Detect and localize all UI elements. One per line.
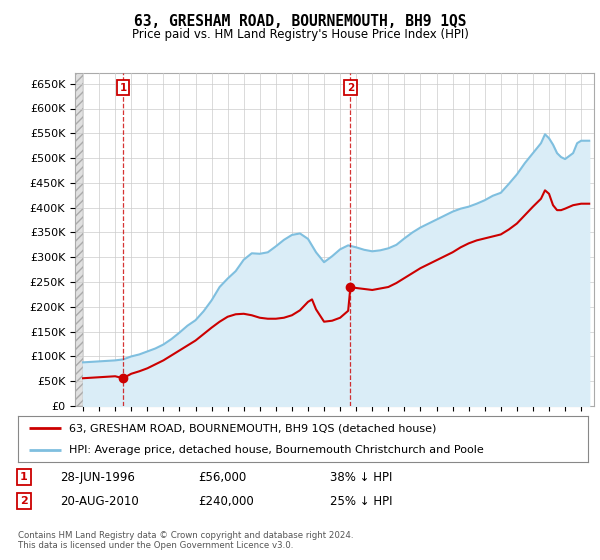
Text: 25% ↓ HPI: 25% ↓ HPI [330, 494, 392, 508]
Bar [75, 73, 83, 406]
Text: £56,000: £56,000 [198, 470, 246, 484]
Text: 63, GRESHAM ROAD, BOURNEMOUTH, BH9 1QS (detached house): 63, GRESHAM ROAD, BOURNEMOUTH, BH9 1QS (… [70, 423, 437, 433]
Text: HPI: Average price, detached house, Bournemouth Christchurch and Poole: HPI: Average price, detached house, Bour… [70, 445, 484, 455]
Text: 28-JUN-1996: 28-JUN-1996 [60, 470, 135, 484]
Text: Price paid vs. HM Land Registry's House Price Index (HPI): Price paid vs. HM Land Registry's House … [131, 28, 469, 41]
Text: 1: 1 [119, 83, 127, 93]
Text: Contains HM Land Registry data © Crown copyright and database right 2024.
This d: Contains HM Land Registry data © Crown c… [18, 531, 353, 550]
Text: 2: 2 [20, 496, 28, 506]
Text: 38% ↓ HPI: 38% ↓ HPI [330, 470, 392, 484]
Text: 1: 1 [20, 472, 28, 482]
Text: 63, GRESHAM ROAD, BOURNEMOUTH, BH9 1QS: 63, GRESHAM ROAD, BOURNEMOUTH, BH9 1QS [134, 14, 466, 29]
Text: 20-AUG-2010: 20-AUG-2010 [60, 494, 139, 508]
Text: £240,000: £240,000 [198, 494, 254, 508]
Text: 2: 2 [347, 83, 354, 93]
